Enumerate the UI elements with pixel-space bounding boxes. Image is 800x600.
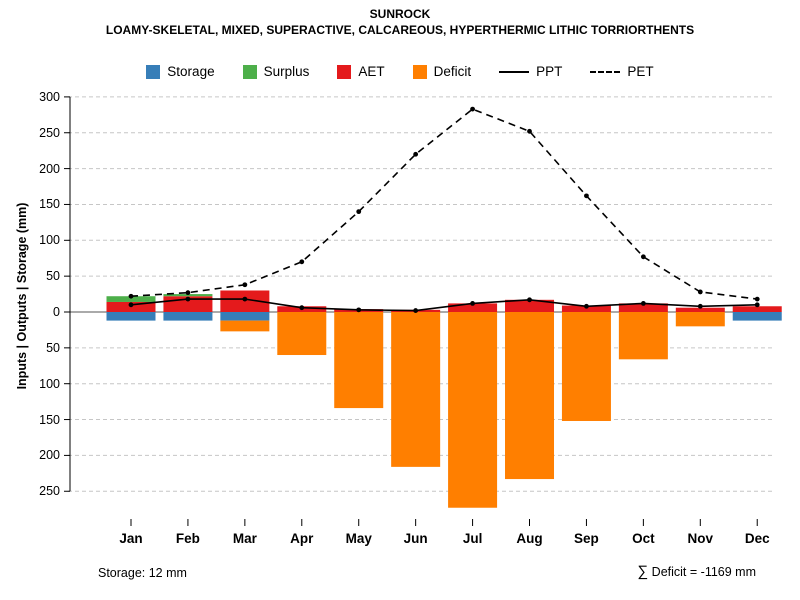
y-tick-label: 150 — [39, 197, 60, 212]
storage-swatch-icon — [146, 64, 161, 79]
deficit-bar — [391, 312, 441, 467]
y-tick-label: 50 — [46, 340, 60, 355]
y-tick-label: 0 — [53, 305, 60, 319]
aet-bar — [561, 305, 611, 312]
deficit-bar — [675, 312, 725, 327]
legend-label: AET — [358, 64, 385, 79]
ppt-point — [697, 303, 703, 309]
pet-line-icon — [590, 70, 621, 73]
pet-point — [754, 296, 760, 302]
deficit-bar — [220, 320, 270, 332]
aet-swatch-icon — [337, 64, 352, 79]
x-tick-label: Dec — [744, 531, 770, 546]
x-tick-label: Jan — [119, 531, 143, 546]
ppt-point — [128, 302, 134, 308]
deficit-swatch-icon — [412, 64, 427, 79]
deficit-bar — [334, 312, 384, 409]
x-tick-label: Aug — [516, 531, 543, 546]
pet-point — [299, 259, 305, 265]
pet-point — [242, 282, 248, 288]
aet-bar — [675, 307, 725, 312]
y-tick-label: 250 — [39, 125, 60, 140]
legend-label: Surplus — [263, 64, 310, 79]
ppt-point — [754, 302, 760, 308]
chart-subtitle: LOAMY-SKELETAL, MIXED, SUPERACTIVE, CALC… — [105, 23, 695, 37]
aet-bar — [505, 299, 555, 312]
x-tick-label: Mar — [232, 531, 257, 546]
ppt-line-icon — [499, 70, 530, 73]
legend-item-pet: PET — [590, 64, 654, 79]
legend-item-surplus: Surplus — [242, 64, 310, 79]
pet-point — [527, 128, 532, 134]
legend: Storage Surplus AET Deficit PPT PET — [0, 64, 800, 79]
ppt-point — [470, 300, 475, 306]
ppt-line — [130, 298, 758, 312]
legend-item-deficit: Deficit — [412, 64, 472, 79]
pet-point — [470, 106, 475, 112]
y-tick-label: 100 — [39, 233, 60, 248]
legend-item-ppt: PPT — [499, 64, 562, 79]
deficit-bar — [561, 312, 611, 421]
chart-title: SUNROCK — [369, 7, 431, 21]
deficit-bar — [277, 312, 327, 356]
ppt-point — [356, 307, 362, 313]
ppt-point — [413, 308, 419, 313]
pet-point — [356, 209, 362, 215]
x-tick-label: Jul — [462, 531, 483, 546]
y-axis-label: Inputs | Outputs | Storage (mm) — [15, 202, 29, 390]
storage-bar — [220, 312, 270, 321]
ppt-point — [640, 300, 646, 306]
y-tick-label: 200 — [39, 448, 60, 463]
x-tick-label: May — [345, 531, 372, 546]
y-tick-label: 150 — [39, 412, 60, 427]
ppt-point — [584, 303, 589, 309]
x-tick-label: Feb — [175, 531, 200, 546]
aet-bar — [448, 303, 498, 312]
pet-point — [697, 289, 703, 295]
deficit-sum-note: ∑ Deficit = -1169 mm — [638, 563, 757, 580]
pet-point — [584, 193, 589, 199]
surplus-swatch-icon — [242, 64, 257, 79]
y-tick-label: 300 — [39, 89, 60, 104]
ppt-point — [185, 296, 191, 302]
ppt-point — [242, 296, 248, 302]
legend-label: PET — [627, 64, 654, 79]
sum-icon: ∑ — [637, 563, 649, 580]
y-tick-label: 100 — [39, 376, 60, 391]
aet-bar — [618, 303, 668, 312]
aet-bar — [732, 306, 782, 312]
legend-label: Storage — [167, 64, 215, 79]
legend-label: Deficit — [433, 64, 472, 79]
x-tick-label: Nov — [687, 531, 714, 546]
x-tick-label: Oct — [632, 531, 655, 546]
surplus-bar — [163, 294, 213, 297]
y-tick-label: 200 — [39, 161, 60, 176]
storage-bar — [732, 312, 782, 321]
deficit-bar — [505, 312, 555, 480]
y-tick-label: 50 — [46, 269, 60, 284]
storage-bar — [163, 312, 213, 321]
pet-point — [640, 254, 646, 260]
deficit-sum-text: Deficit = -1169 mm — [648, 565, 756, 579]
legend-item-aet: AET — [337, 64, 385, 79]
y-tick-label: 250 — [39, 484, 60, 499]
deficit-bar — [618, 312, 668, 360]
storage-note: Storage: 12 mm — [98, 566, 187, 580]
deficit-bar — [448, 312, 498, 508]
x-tick-label: Apr — [290, 531, 314, 546]
x-tick-label: Sep — [574, 531, 599, 546]
pet-point — [185, 290, 191, 296]
pet-point — [128, 293, 134, 299]
legend-label: PPT — [536, 64, 563, 79]
surplus-bar — [106, 296, 156, 302]
ppt-point — [299, 305, 305, 311]
storage-bar — [106, 312, 156, 321]
x-tick-label: Jun — [403, 531, 428, 546]
ppt-point — [527, 297, 532, 303]
legend-item-storage: Storage — [146, 64, 215, 79]
pet-point — [413, 151, 419, 157]
